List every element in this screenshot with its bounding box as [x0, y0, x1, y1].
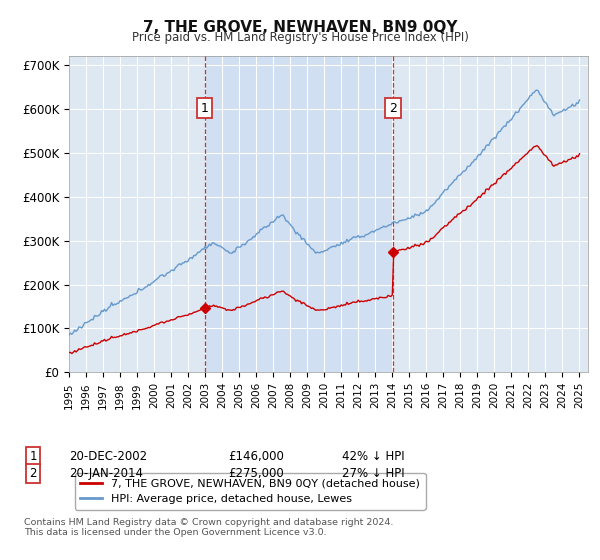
Text: 1: 1	[29, 450, 37, 463]
Text: 2: 2	[389, 102, 397, 115]
Text: 20-DEC-2002: 20-DEC-2002	[69, 450, 147, 463]
Text: 42% ↓ HPI: 42% ↓ HPI	[342, 450, 404, 463]
Legend: 7, THE GROVE, NEWHAVEN, BN9 0QY (detached house), HPI: Average price, detached h: 7, THE GROVE, NEWHAVEN, BN9 0QY (detache…	[74, 473, 425, 510]
Text: 27% ↓ HPI: 27% ↓ HPI	[342, 466, 404, 480]
Text: 20-JAN-2014: 20-JAN-2014	[69, 466, 143, 480]
Text: 7, THE GROVE, NEWHAVEN, BN9 0QY: 7, THE GROVE, NEWHAVEN, BN9 0QY	[143, 20, 457, 35]
Text: Price paid vs. HM Land Registry's House Price Index (HPI): Price paid vs. HM Land Registry's House …	[131, 31, 469, 44]
Text: £146,000: £146,000	[228, 450, 284, 463]
Text: £275,000: £275,000	[228, 466, 284, 480]
Text: 1: 1	[200, 102, 209, 115]
Bar	[205, 56, 393, 372]
Text: 2: 2	[29, 466, 37, 480]
Text: Contains HM Land Registry data © Crown copyright and database right 2024.
This d: Contains HM Land Registry data © Crown c…	[24, 518, 394, 538]
